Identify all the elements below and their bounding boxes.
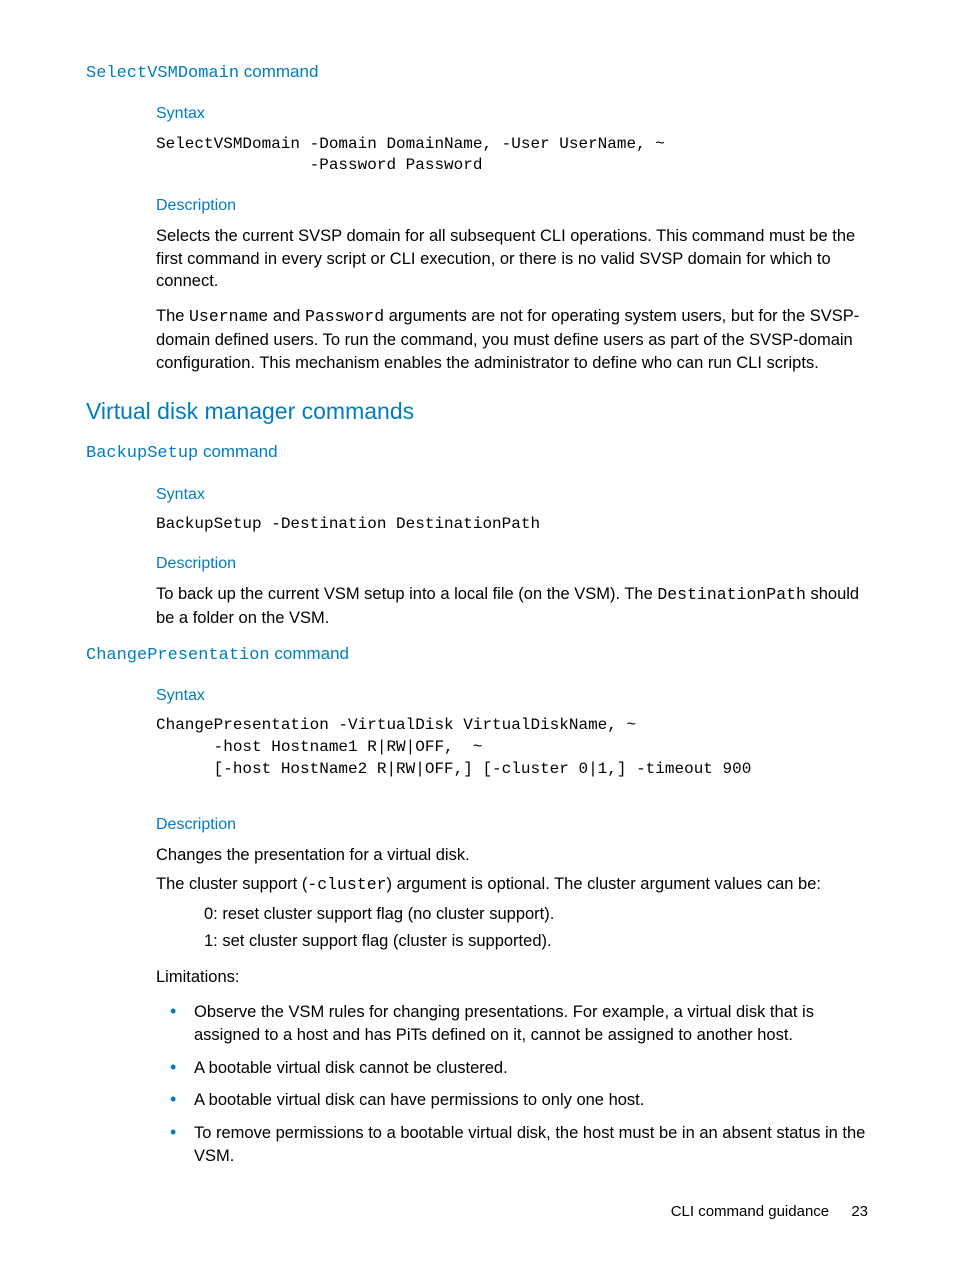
- t: The: [156, 307, 189, 325]
- vdm-section-heading: Virtual disk manager commands: [86, 396, 868, 428]
- footer-text: CLI command guidance: [671, 1203, 829, 1220]
- cmd-tail: command: [270, 644, 349, 663]
- cmd-name: SelectVSMDomain: [86, 64, 239, 83]
- t: The cluster support (: [156, 875, 307, 893]
- page-number: 23: [851, 1203, 868, 1220]
- syntax-label: Syntax: [156, 103, 868, 125]
- t: and: [268, 307, 305, 325]
- cmd-name: BackupSetup: [86, 444, 198, 463]
- t: To back up the current VSM setup into a …: [156, 585, 657, 603]
- cluster-opt-0: 0: reset cluster support flag (no cluste…: [204, 903, 868, 926]
- limitations-label: Limitations:: [156, 966, 868, 989]
- cluster-opt-1: 1: set cluster support flag (cluster is …: [204, 930, 868, 953]
- desc-p1: To back up the current VSM setup into a …: [156, 583, 868, 630]
- syntax-label: Syntax: [156, 484, 868, 506]
- limitation-item: A bootable virtual disk can have permiss…: [156, 1089, 868, 1112]
- cmd-tail: command: [198, 442, 277, 461]
- mono-password: Password: [305, 307, 384, 326]
- cmd-tail: command: [239, 62, 318, 81]
- description-label: Description: [156, 814, 868, 836]
- cmd-name: ChangePresentation: [86, 646, 270, 665]
- desc-p1: Changes the presentation for a virtual d…: [156, 844, 868, 867]
- desc-p2: The Username and Password arguments are …: [156, 305, 868, 374]
- description-label: Description: [156, 195, 868, 217]
- changepresentation-heading: ChangePresentation command: [86, 642, 868, 667]
- selectvsmdomain-heading: SelectVSMDomain command: [86, 60, 868, 85]
- syntax-code: SelectVSMDomain -Domain DomainName, -Use…: [156, 134, 868, 177]
- limitation-item: Observe the VSM rules for changing prese…: [156, 1001, 868, 1047]
- mono-username: Username: [189, 307, 268, 326]
- selectvsmdomain-block: Syntax SelectVSMDomain -Domain DomainNam…: [86, 103, 868, 374]
- backupsetup-block: Syntax BackupSetup -Destination Destinat…: [86, 484, 868, 630]
- limitation-item: A bootable virtual disk cannot be cluste…: [156, 1057, 868, 1080]
- desc-p1: Selects the current SVSP domain for all …: [156, 225, 868, 293]
- backupsetup-heading: BackupSetup command: [86, 440, 868, 465]
- syntax-code: ChangePresentation -VirtualDisk VirtualD…: [156, 715, 868, 780]
- syntax-code: BackupSetup -Destination DestinationPath: [156, 514, 868, 536]
- mono-cluster-arg: -cluster: [307, 875, 386, 894]
- cluster-options: 0: reset cluster support flag (no cluste…: [156, 903, 868, 953]
- syntax-label: Syntax: [156, 685, 868, 707]
- changepresentation-block: Syntax ChangePresentation -VirtualDisk V…: [86, 685, 868, 1167]
- description-label: Description: [156, 553, 868, 575]
- limitation-item: To remove permissions to a bootable virt…: [156, 1122, 868, 1168]
- t: ) argument is optional. The cluster argu…: [387, 875, 821, 893]
- limitations-list: Observe the VSM rules for changing prese…: [156, 1001, 868, 1168]
- desc-p2: The cluster support (-cluster) argument …: [156, 873, 868, 897]
- page-footer: CLI command guidance 23: [671, 1202, 868, 1223]
- mono-destinationpath: DestinationPath: [657, 585, 806, 604]
